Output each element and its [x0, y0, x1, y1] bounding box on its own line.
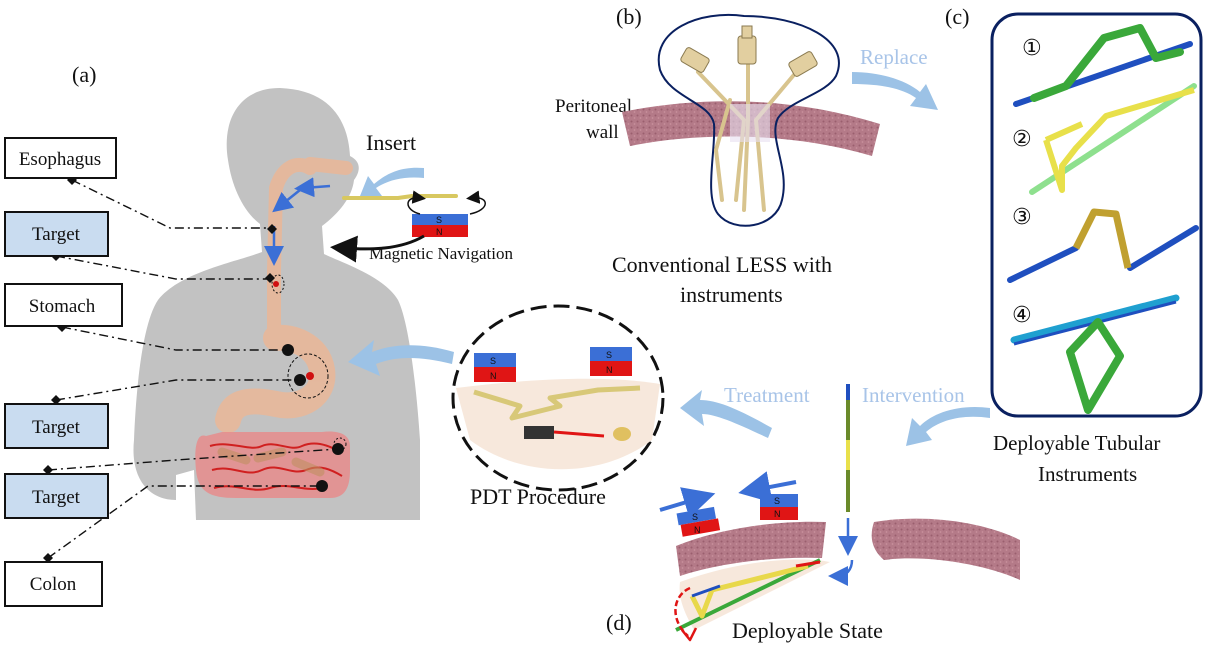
conventional-line2: instruments: [680, 282, 783, 307]
descending-instrument: [828, 384, 858, 586]
pdt-magnet-left: S N: [474, 353, 516, 382]
pdt-zoom-circle: S N S N: [451, 304, 665, 492]
svg-text:④: ④: [1012, 303, 1032, 328]
insert-label: Insert: [366, 130, 416, 155]
svg-text:S: S: [774, 496, 780, 506]
deployable-state-label: Deployable State: [732, 618, 883, 643]
replace-arrow: [852, 72, 938, 110]
less-port-outline: [657, 14, 840, 227]
navigation-magnet: S N: [407, 190, 486, 237]
deployed-state-fill: [679, 559, 830, 630]
panel-label-b: (b): [616, 4, 642, 29]
label-target-1: Target: [4, 211, 109, 257]
peritoneal-wall-d-left: [676, 521, 826, 576]
svg-text:Target: Target: [32, 487, 81, 508]
svg-text:S: S: [490, 356, 496, 366]
peritoneal-wall-line1: Peritoneal: [555, 96, 632, 117]
deployable-tubular-line1: Deployable Tubular: [993, 431, 1160, 455]
panel-label-c: (c): [945, 4, 969, 29]
svg-text:S: S: [606, 350, 612, 360]
conventional-line1: Conventional LESS with: [612, 252, 832, 277]
replace-label: Replace: [860, 45, 928, 69]
label-esophagus: Esophagus: [4, 137, 117, 179]
leader-lines: [47, 179, 339, 559]
less-instrument-heads: [680, 25, 818, 77]
svg-text:Colon: Colon: [30, 574, 77, 595]
peritoneal-wall-line2: wall: [586, 122, 619, 143]
svg-text:Stomach: Stomach: [29, 296, 96, 317]
inserted-instrument: [342, 194, 458, 200]
svg-text:Target: Target: [32, 224, 81, 245]
deployable-tubular-line2: Instruments: [1038, 462, 1137, 486]
pdt-light-source: [524, 426, 554, 439]
label-colon: Colon: [4, 561, 103, 607]
label-target-2: Target: [4, 403, 109, 449]
pdt-instrument: [473, 385, 641, 421]
treatment-arrow: [680, 390, 772, 438]
treatment-label: Treatment: [724, 383, 810, 407]
svg-text:Target: Target: [32, 417, 81, 438]
pdt-to-body-arrow: [348, 340, 454, 376]
less-port: [730, 104, 770, 142]
peritoneal-wall-d-right: [871, 518, 1020, 580]
leader-points: [265, 224, 344, 492]
magnetic-navigation-arrow: [330, 234, 425, 263]
deployed-instrument: [674, 558, 821, 642]
svg-text:Esophagus: Esophagus: [19, 149, 101, 170]
pdt-label: PDT Procedure: [470, 484, 606, 509]
digestive-tract: [215, 157, 353, 433]
svg-text:N: N: [694, 525, 701, 535]
insert-arrow: [360, 167, 424, 196]
instrument-1: ①: [1013, 24, 1193, 107]
panel-label-d: (d): [606, 610, 632, 635]
intervention-label: Intervention: [862, 383, 965, 407]
intervention-arrow: [906, 406, 990, 446]
svg-text:N: N: [774, 509, 781, 519]
instrument-3: ③: [1007, 205, 1199, 283]
state-magnet-left: S N: [659, 487, 721, 537]
magnetic-navigation-label: Magnetic Navigation: [369, 244, 513, 263]
svg-text:S: S: [692, 512, 698, 522]
svg-text:②: ②: [1012, 127, 1032, 152]
svg-text:S: S: [436, 215, 442, 225]
pdt-light-beam: [553, 430, 605, 438]
instrument-4: ④: [1010, 294, 1180, 414]
svg-text:N: N: [606, 365, 613, 375]
instrument-2: ②: [1012, 83, 1197, 195]
state-magnet-right: S N: [738, 471, 798, 520]
panel-label-a: (a): [72, 62, 96, 87]
svg-text:③: ③: [1012, 205, 1032, 230]
pdt-target: [613, 427, 631, 441]
svg-text:N: N: [436, 227, 443, 237]
label-stomach: Stomach: [4, 283, 123, 327]
label-target-3: Target: [4, 473, 109, 519]
svg-text:N: N: [490, 371, 497, 381]
intestines: [195, 431, 350, 498]
svg-text:①: ①: [1022, 36, 1042, 61]
pdt-magnet-right: S N: [590, 347, 632, 376]
